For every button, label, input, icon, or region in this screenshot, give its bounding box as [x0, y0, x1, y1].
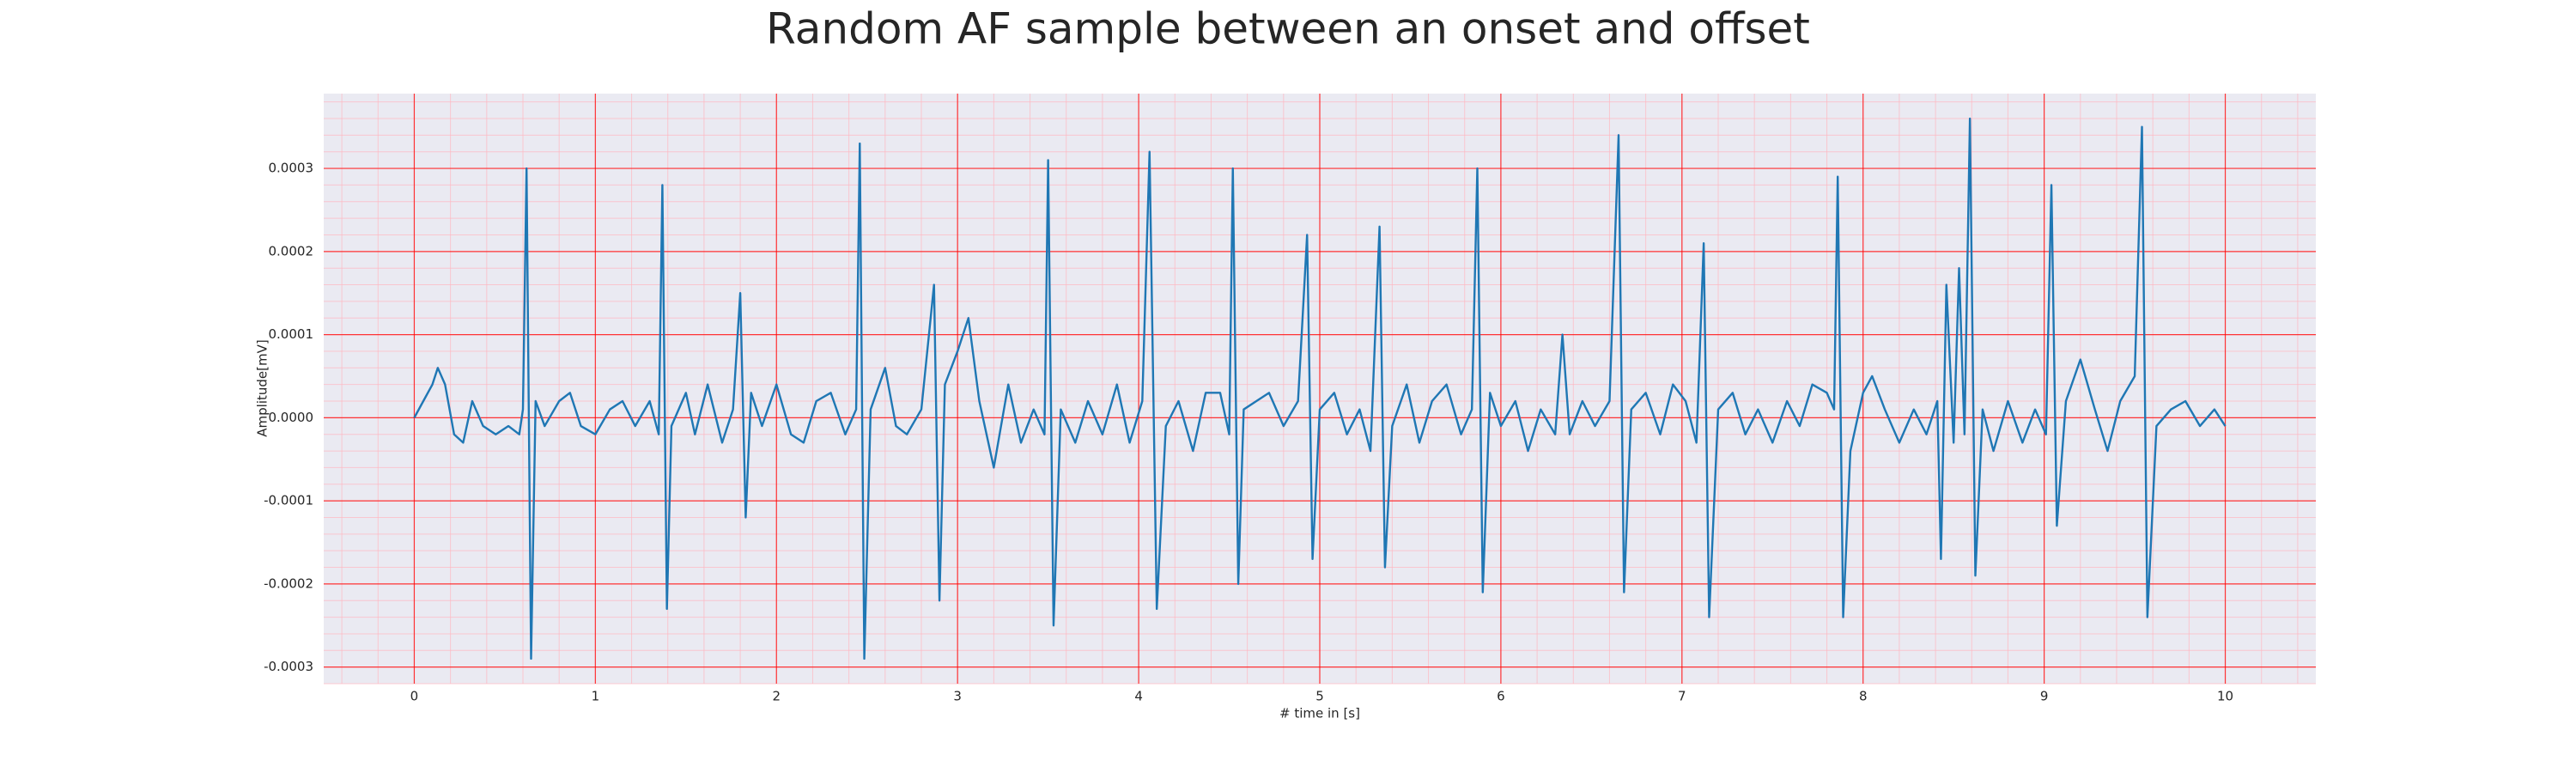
y-tick-label: 0.0003: [269, 161, 314, 176]
x-tick-label: 2: [772, 689, 781, 704]
y-tick-label: 0.0000: [269, 410, 314, 425]
x-tick-label: 3: [953, 689, 962, 704]
x-tick-label: 1: [592, 689, 600, 704]
x-tick-label: 5: [1315, 689, 1324, 704]
x-tick-label: 10: [2217, 689, 2233, 704]
y-tick-label: -0.0002: [264, 575, 313, 591]
chart-title: Random AF sample between an onset and of…: [766, 4, 1810, 54]
x-tick-label: 6: [1497, 689, 1505, 704]
x-tick-label: 0: [410, 689, 419, 704]
tick-labels: 0 1 2 3 4 5 6 7 8 9 10 0.0003 0.0002 0.0001 0.0000 -0.0…: [264, 161, 2233, 704]
y-tick-label: -0.0001: [264, 493, 313, 508]
x-tick-label: 4: [1134, 689, 1143, 704]
y-axis-label: Amplitude[mV]: [255, 339, 270, 436]
x-tick-label: 9: [2040, 689, 2049, 704]
x-tick-label: 8: [1859, 689, 1868, 704]
y-tick-label: 0.0002: [269, 243, 314, 259]
y-tick-label: 0.0001: [269, 326, 314, 342]
x-tick-label: 7: [1678, 689, 1686, 704]
plot-marks: [413, 117, 2227, 660]
signal-line: [413, 117, 2227, 660]
x-axis-label: # time in [s]: [1279, 706, 1360, 721]
y-tick-label: -0.0003: [264, 659, 313, 674]
